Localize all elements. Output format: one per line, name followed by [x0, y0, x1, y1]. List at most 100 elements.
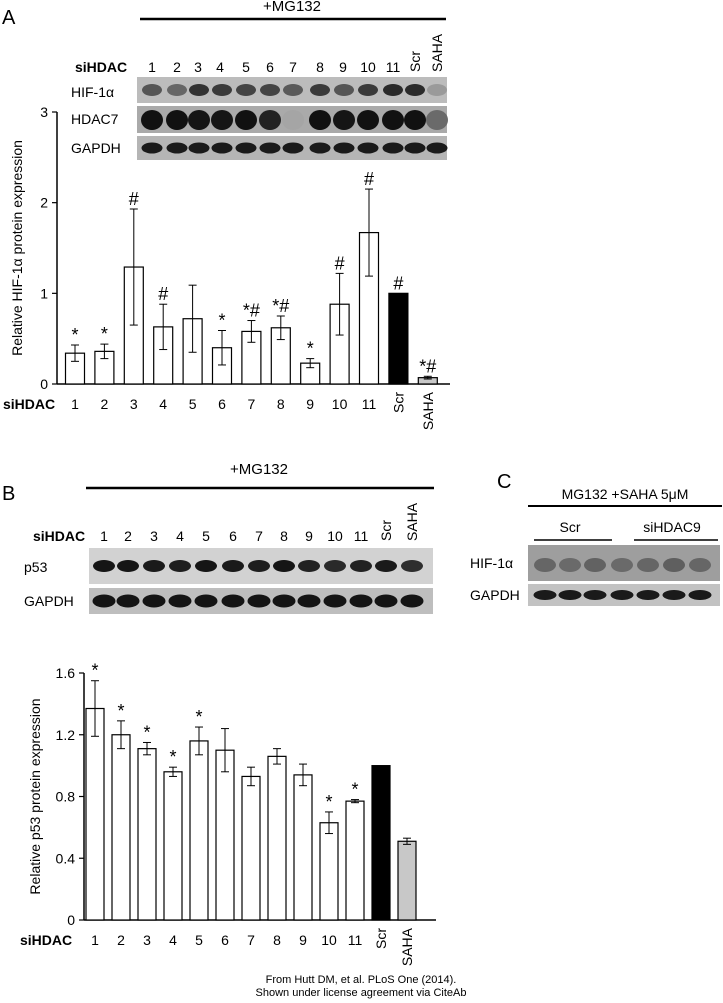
lane-label: 7 — [289, 59, 297, 75]
category-label: Scr — [373, 928, 389, 949]
blot-band — [426, 110, 448, 130]
credit-line-2: Shown under license agreement via CiteAb — [256, 987, 467, 999]
blot-band — [610, 590, 634, 600]
blot-band — [636, 590, 660, 600]
blot-band — [211, 110, 233, 130]
blot-band — [688, 590, 712, 600]
lane-label: 10 — [327, 528, 343, 544]
significance-mark: * — [351, 780, 358, 800]
significance-mark: # — [335, 253, 345, 273]
blot-band — [117, 560, 139, 572]
y-tick-label: 3 — [40, 104, 48, 120]
blot-band — [143, 560, 165, 572]
blot-label-hif1a: HIF-1α — [71, 84, 114, 100]
significance-mark: * — [218, 311, 225, 331]
x-axis-label: siHDAC — [20, 932, 72, 948]
panel-c-letter: C — [497, 471, 511, 493]
y-tick-label: 1 — [40, 285, 48, 301]
category-label: 9 — [306, 396, 314, 412]
bar — [241, 775, 261, 921]
blot-band — [221, 594, 245, 608]
blot-band — [235, 142, 257, 154]
lane-label: Scr — [407, 51, 423, 72]
bar — [267, 755, 287, 921]
panel-c-group-scr: Scr — [560, 519, 581, 535]
lane-label: 1 — [100, 528, 108, 544]
bar — [319, 822, 339, 921]
chart-a: 0 1 2 3 Relative HIF-1α protein expression si… — [3, 104, 450, 430]
category-label: 3 — [130, 396, 138, 412]
lane-label: 1 — [148, 59, 156, 75]
blot-band — [309, 110, 331, 130]
bar — [345, 800, 365, 921]
blot-label-gapdh-b: GAPDH — [24, 593, 74, 609]
significance-mark: *# — [243, 301, 260, 321]
blot-band — [236, 84, 256, 96]
panel-a-treatment: +MG132 — [263, 0, 321, 15]
blot-band — [212, 84, 232, 96]
blot-band — [222, 560, 244, 572]
blot-band — [167, 84, 187, 96]
category-label: 4 — [169, 932, 177, 948]
y-tick-label: 0 — [40, 376, 48, 392]
blot-label-gapdh: GAPDH — [71, 140, 121, 156]
significance-mark: * — [71, 325, 78, 345]
category-label: 7 — [248, 396, 256, 412]
bar — [111, 734, 131, 921]
significance-mark: * — [307, 339, 314, 359]
blot-label-hdac7: HDAC7 — [71, 111, 119, 127]
blot-band — [92, 594, 116, 608]
blot-band — [375, 560, 397, 572]
blot-band — [188, 110, 210, 130]
blot-band — [357, 110, 379, 130]
blot-band — [168, 594, 192, 608]
lane-label: 3 — [150, 528, 158, 544]
panel-b-row-label: siHDAC — [33, 528, 85, 544]
lane-label: 5 — [202, 528, 210, 544]
blot-band — [333, 142, 355, 154]
bar — [215, 749, 235, 921]
significance-mark: # — [158, 284, 168, 304]
panel-a-letter: A — [2, 7, 16, 29]
panel-c-blot-gapdh: GAPDH — [470, 584, 720, 606]
lane-label: 2 — [173, 59, 181, 75]
x-axis-label: siHDAC — [3, 396, 55, 412]
significance-mark: * — [117, 701, 124, 721]
category-label: 9 — [299, 932, 307, 948]
blot-band — [637, 558, 659, 572]
blot-band — [426, 142, 448, 154]
lane-label: 8 — [316, 59, 324, 75]
lane-label: SAHA — [404, 502, 420, 541]
blot-band — [358, 84, 378, 96]
blot-band — [323, 594, 347, 608]
panel-a-lane-labels: 1 2 3 4 5 6 7 8 9 10 11 Scr SAHA — [148, 33, 445, 75]
y-axis-label: Relative p53 protein expression — [27, 698, 43, 894]
category-label: SAHA — [399, 927, 415, 966]
category-label: 8 — [273, 932, 281, 948]
blot-band — [166, 142, 188, 154]
category-label: Scr — [390, 392, 406, 413]
lane-label: 11 — [386, 59, 401, 75]
blot-band — [189, 84, 209, 96]
blot-band — [533, 590, 557, 600]
lane-label: SAHA — [429, 33, 445, 72]
blot-band — [141, 110, 163, 130]
blot-band — [259, 142, 281, 154]
panel-c-blot-hif1a: HIF-1α — [470, 545, 720, 581]
lane-label: 4 — [216, 59, 224, 75]
blot-band — [259, 110, 281, 130]
blot-band — [349, 594, 373, 608]
lane-label: 11 — [354, 528, 369, 544]
significance-mark: * — [101, 324, 108, 344]
blot-band — [559, 558, 581, 572]
blot-band — [404, 110, 426, 130]
category-label: 6 — [221, 932, 229, 948]
blot-band — [282, 110, 304, 130]
panel-a-blot-hif1a: HIF-1α — [71, 77, 447, 103]
panel-a-row-label: siHDAC — [75, 59, 127, 75]
panel-b-blot-gapdh: GAPDH — [24, 588, 433, 614]
lane-label: 6 — [266, 59, 274, 75]
blot-band — [427, 84, 447, 96]
category-label: 11 — [362, 396, 377, 412]
